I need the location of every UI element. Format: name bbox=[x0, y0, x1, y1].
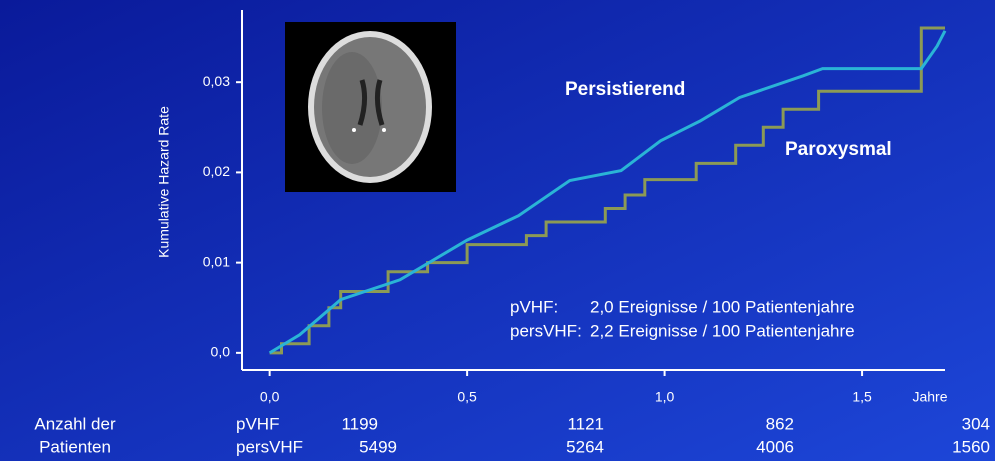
table-cell: 304 bbox=[962, 414, 990, 433]
table-cell: 862 bbox=[766, 414, 794, 433]
annotation: Paroxysmal bbox=[785, 139, 892, 160]
table-cell: 4006 bbox=[756, 437, 794, 456]
info-text: 2,2 Ereignisse / 100 Patientenjahre bbox=[590, 321, 855, 340]
x-tick-label: 0,5 bbox=[457, 389, 477, 405]
table-cell: 5499 bbox=[359, 437, 397, 456]
y-tick-label: 0,02 bbox=[203, 163, 230, 179]
table-cell: 1121 bbox=[567, 414, 604, 433]
info-label: pVHF: bbox=[510, 297, 558, 316]
ct-image bbox=[285, 22, 456, 192]
row-name: persVHF bbox=[236, 437, 303, 456]
y-tick-label: 0,03 bbox=[203, 73, 230, 89]
x-tick-label: 0,0 bbox=[260, 389, 280, 405]
y-tick-label: 0,01 bbox=[203, 253, 230, 269]
table-cell: 1199 bbox=[341, 414, 378, 433]
row-name: pVHF bbox=[236, 414, 279, 433]
y-tick-label: 0,0 bbox=[211, 344, 231, 360]
table-header: Patienten bbox=[39, 437, 111, 456]
x-tick-label: 1,5 bbox=[852, 389, 872, 405]
table-cell: 5264 bbox=[566, 437, 604, 456]
series-line bbox=[268, 30, 947, 355]
y-axis-title: Kumulative Hazard Rate bbox=[156, 106, 172, 258]
x-tick-label: 1,0 bbox=[655, 389, 675, 405]
info-label: persVHF: bbox=[510, 321, 582, 340]
info-text: 2,0 Ereignisse / 100 Patientenjahre bbox=[590, 297, 855, 316]
annotation: Persistierend bbox=[565, 79, 685, 100]
x-unit-label: Jahre bbox=[912, 389, 947, 405]
table-header: Anzahl der bbox=[34, 414, 116, 433]
table-cell: 1560 bbox=[952, 437, 990, 456]
